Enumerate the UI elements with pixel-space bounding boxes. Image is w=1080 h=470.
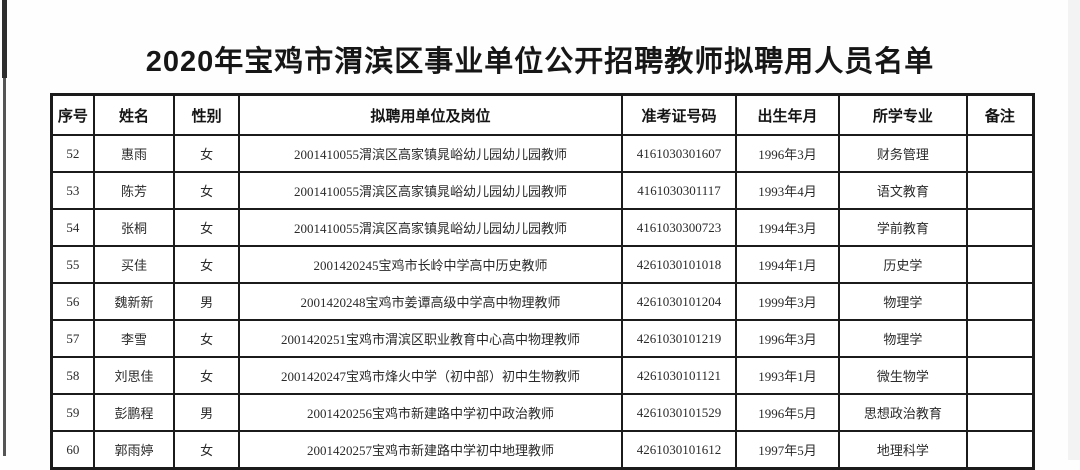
cell-unit: 2001410055渭滨区高家镇晁峪幼儿园幼儿园教师 (238, 134, 624, 173)
cell-index: 60 (50, 430, 95, 470)
header-name: 姓名 (92, 93, 176, 136)
cell-name: 彭鹏程 (92, 393, 176, 432)
cell-note (965, 319, 1035, 358)
table-row: 56 魏新新 男 2001420248宝鸡市姜谭高级中学高中物理教师 42610… (50, 282, 1035, 321)
cell-index: 55 (50, 245, 95, 284)
cell-index: 54 (50, 208, 95, 247)
cell-ticket: 4161030301607 (621, 134, 737, 173)
table-row: 60 郭雨婷 女 2001420257宝鸡市新建路中学初中地理教师 426103… (50, 430, 1035, 470)
cell-note (965, 393, 1035, 432)
table-row: 52 惠雨 女 2001410055渭滨区高家镇晁峪幼儿园幼儿园教师 41610… (50, 134, 1035, 173)
cell-ticket: 4261030101529 (621, 393, 737, 432)
cell-ticket: 4161030300723 (621, 208, 737, 247)
table-row: 55 买佳 女 2001420245宝鸡市长岭中学高中历史教师 42610301… (50, 245, 1035, 284)
cell-name: 惠雨 (92, 134, 176, 173)
header-index: 序号 (50, 93, 95, 136)
cell-birth: 1994年3月 (734, 208, 841, 247)
cell-ticket: 4261030101121 (621, 356, 737, 395)
cell-name: 陈芳 (92, 171, 176, 210)
cell-birth: 1994年1月 (734, 245, 841, 284)
cell-birth: 1999年3月 (734, 282, 841, 321)
cell-major: 物理学 (838, 319, 968, 358)
cell-major: 学前教育 (838, 208, 968, 247)
header-major: 所学专业 (838, 93, 968, 136)
table-row: 53 陈芳 女 2001410055渭滨区高家镇晁峪幼儿园幼儿园教师 41610… (50, 171, 1035, 210)
cell-birth: 1997年5月 (734, 430, 841, 470)
cell-note (965, 208, 1035, 247)
cell-gender: 女 (173, 430, 241, 470)
cell-gender: 女 (173, 208, 241, 247)
cell-note (965, 282, 1035, 321)
cell-major: 物理学 (838, 282, 968, 321)
cell-birth: 1996年5月 (734, 393, 841, 432)
cell-name: 张桐 (92, 208, 176, 247)
cell-name: 买佳 (92, 245, 176, 284)
cell-birth: 1993年1月 (734, 356, 841, 395)
header-ticket: 准考证号码 (621, 93, 737, 136)
cell-gender: 女 (173, 134, 241, 173)
cell-ticket: 4261030101018 (621, 245, 737, 284)
roster-table: 序号 姓名 性别 拟聘用单位及岗位 准考证号码 出生年月 所学专业 备注 52 … (50, 93, 1035, 470)
page-edge-strip (1068, 0, 1080, 460)
cell-name: 刘思佳 (92, 356, 176, 395)
cell-index: 52 (50, 134, 95, 173)
cell-unit: 2001420245宝鸡市长岭中学高中历史教师 (238, 245, 624, 284)
table-row: 58 刘思佳 女 2001420247宝鸡市烽火中学（初中部）初中生物教师 42… (50, 356, 1035, 395)
cell-index: 57 (50, 319, 95, 358)
cell-note (965, 171, 1035, 210)
table-row: 54 张桐 女 2001410055渭滨区高家镇晁峪幼儿园幼儿园教师 41610… (50, 208, 1035, 247)
cell-ticket: 4161030301117 (621, 171, 737, 210)
cell-gender: 女 (173, 171, 241, 210)
cell-ticket: 4261030101219 (621, 319, 737, 358)
cell-birth: 1996年3月 (734, 134, 841, 173)
table-row: 59 彭鹏程 男 2001420256宝鸡市新建路中学初中政治教师 426103… (50, 393, 1035, 432)
cell-major: 思想政治教育 (838, 393, 968, 432)
cell-unit: 2001420251宝鸡市渭滨区职业教育中心高中物理教师 (238, 319, 624, 358)
cell-gender: 男 (173, 282, 241, 321)
header-gender: 性别 (173, 93, 241, 136)
cell-ticket: 4261030101204 (621, 282, 737, 321)
cell-ticket: 4261030101612 (621, 430, 737, 470)
cell-note (965, 430, 1035, 470)
cell-name: 魏新新 (92, 282, 176, 321)
cell-birth: 1996年3月 (734, 319, 841, 358)
cell-note (965, 134, 1035, 173)
cell-unit: 2001410055渭滨区高家镇晁峪幼儿园幼儿园教师 (238, 171, 624, 210)
page-edge-line (3, 0, 6, 456)
cell-note (965, 245, 1035, 284)
header-note: 备注 (965, 93, 1035, 136)
cell-unit: 2001420247宝鸡市烽火中学（初中部）初中生物教师 (238, 356, 624, 395)
cell-unit: 2001420257宝鸡市新建路中学初中地理教师 (238, 430, 624, 470)
cell-name: 郭雨婷 (92, 430, 176, 470)
cell-index: 53 (50, 171, 95, 210)
cell-major: 微生物学 (838, 356, 968, 395)
cell-unit: 2001410055渭滨区高家镇晁峪幼儿园幼儿园教师 (238, 208, 624, 247)
cell-unit: 2001420248宝鸡市姜谭高级中学高中物理教师 (238, 282, 624, 321)
cell-index: 56 (50, 282, 95, 321)
page-edge-line-dark-segment (2, 0, 7, 78)
cell-major: 地理科学 (838, 430, 968, 470)
table-row: 57 李雪 女 2001420251宝鸡市渭滨区职业教育中心高中物理教师 426… (50, 319, 1035, 358)
header-birth: 出生年月 (734, 93, 841, 136)
cell-gender: 女 (173, 319, 241, 358)
page-title: 2020年宝鸡市渭滨区事业单位公开招聘教师拟聘用人员名单 (145, 46, 935, 78)
cell-note (965, 356, 1035, 395)
cell-birth: 1993年4月 (734, 171, 841, 210)
cell-index: 58 (50, 356, 95, 395)
cell-index: 59 (50, 393, 95, 432)
cell-gender: 男 (173, 393, 241, 432)
cell-major: 语文教育 (838, 171, 968, 210)
cell-major: 历史学 (838, 245, 968, 284)
cell-unit: 2001420256宝鸡市新建路中学初中政治教师 (238, 393, 624, 432)
cell-gender: 女 (173, 356, 241, 395)
table-header-row: 序号 姓名 性别 拟聘用单位及岗位 准考证号码 出生年月 所学专业 备注 (50, 93, 1035, 136)
header-unit: 拟聘用单位及岗位 (238, 93, 624, 136)
cell-gender: 女 (173, 245, 241, 284)
cell-name: 李雪 (92, 319, 176, 358)
cell-major: 财务管理 (838, 134, 968, 173)
